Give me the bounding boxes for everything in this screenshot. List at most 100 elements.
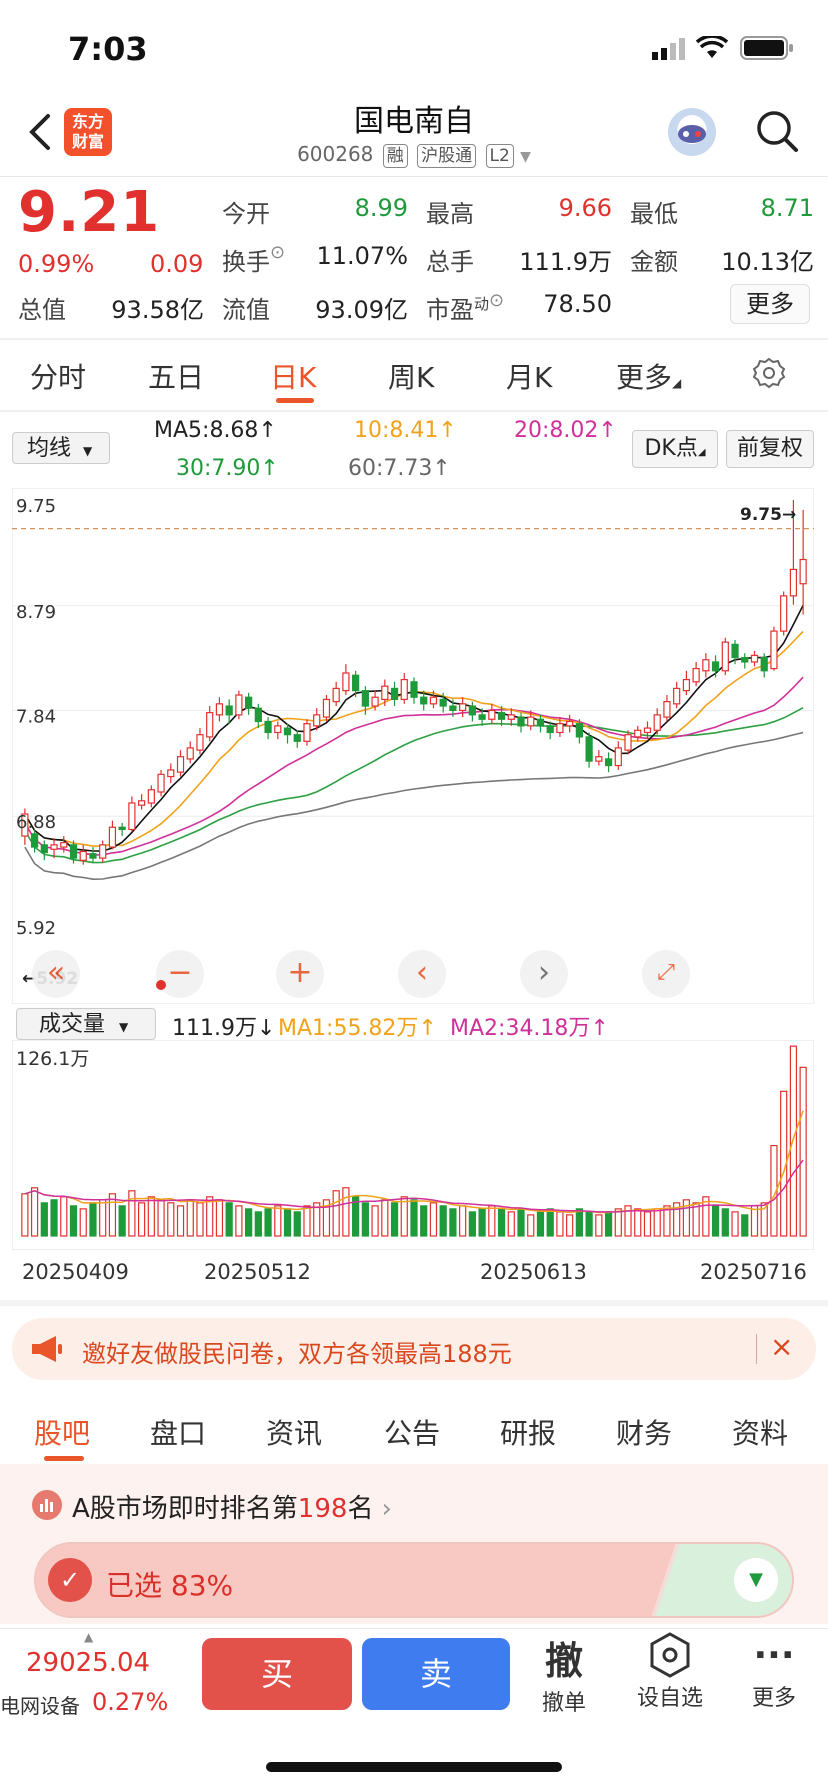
volume-ma2: MA2:34.18万↑	[450, 1016, 609, 1041]
volume-bar	[478, 1208, 486, 1237]
volume-bar	[332, 1190, 340, 1237]
ma10-value: 10:8.41↑	[354, 418, 457, 443]
volume-bar	[614, 1208, 622, 1237]
candle	[507, 708, 515, 726]
volume-bar	[400, 1196, 408, 1237]
rewind-icon: «	[46, 955, 66, 990]
divider	[0, 410, 828, 412]
stock-code-line[interactable]: 600268 融 沪股通 L2 ▼	[0, 142, 828, 168]
candle	[721, 637, 729, 676]
tab-monthly-k[interactable]: 月K	[506, 361, 553, 394]
more-actions-button[interactable]: ··· 更多	[734, 1632, 814, 1712]
active-tab-indicator	[44, 1456, 84, 1461]
next-button[interactable]: ›	[520, 950, 568, 998]
close-icon: ×	[770, 1330, 794, 1363]
volume-bar	[429, 1202, 438, 1237]
sector-index-value[interactable]: 29025.04	[26, 1648, 151, 1678]
search-button[interactable]	[754, 108, 800, 154]
candle	[643, 721, 652, 740]
prev-button[interactable]: ‹	[398, 950, 446, 998]
kline-chart[interactable]: 9.758.797.846.885.929.75→←5.92	[12, 488, 814, 1004]
divider	[0, 1628, 828, 1629]
volume-selector[interactable]: 成交量 ▼	[16, 1008, 156, 1040]
tab-daily-k[interactable]: 日K	[270, 361, 317, 394]
vote-bar[interactable]	[34, 1542, 794, 1618]
candle	[663, 695, 671, 722]
volume-chart[interactable]	[12, 1040, 814, 1250]
volume-bar	[69, 1205, 78, 1237]
app-logo[interactable]: 东方 财富	[64, 108, 112, 156]
cancel-order-button[interactable]: 撤 撤单	[524, 1630, 604, 1717]
volume-bar	[50, 1199, 58, 1237]
candle	[128, 796, 136, 832]
amount-value: 10.13亿	[721, 248, 814, 276]
tab-profile[interactable]: 资料	[732, 1417, 789, 1450]
add-watchlist-button[interactable]: 设自选	[630, 1632, 710, 1712]
volume-bar	[303, 1205, 311, 1237]
date-label: 20250613	[480, 1260, 587, 1284]
divider	[756, 1334, 757, 1364]
rank-number: 198	[297, 1494, 348, 1524]
vote-label: 已选 83%	[106, 1569, 234, 1602]
tab-intraday[interactable]: 分时	[30, 361, 87, 394]
tab-announcements[interactable]: 公告	[384, 1417, 441, 1450]
logo-line2: 财富	[71, 132, 104, 151]
close-banner-button[interactable]: ×	[770, 1330, 793, 1363]
ranking-text[interactable]: A股市场即时排名第198名 ›	[72, 1494, 392, 1524]
zoom-out-button[interactable]: −	[156, 950, 204, 998]
caret-down-icon: ▼	[83, 444, 93, 458]
buy-button[interactable]: 买	[202, 1638, 352, 1710]
candle	[390, 681, 399, 707]
candle	[780, 591, 788, 636]
volume-ma-line	[24, 1159, 804, 1213]
volume-bar	[30, 1187, 39, 1237]
candle	[108, 820, 117, 850]
invite-text: 邀好友做股民问卷，双方各领最高188元	[82, 1340, 512, 1368]
price-adjust-button[interactable]: 前复权	[726, 430, 814, 468]
volume-value: 111.9万	[519, 248, 612, 276]
back-button[interactable]	[22, 108, 58, 156]
y-axis-label: 5.92	[16, 918, 56, 939]
volume-bar	[682, 1199, 691, 1237]
rewind-button[interactable]: «	[32, 950, 80, 998]
dk-point-button[interactable]: DK点◢	[632, 430, 718, 468]
candle	[760, 653, 768, 678]
volume-bar	[799, 1066, 807, 1237]
caret-down-icon: ▼	[119, 1020, 129, 1034]
tab-forum[interactable]: 股吧	[34, 1417, 91, 1450]
date-label: 20250409	[22, 1260, 129, 1284]
candle	[206, 706, 214, 742]
volume-bar	[702, 1196, 710, 1237]
high-value: 9.66	[558, 194, 612, 222]
volume-bar	[381, 1199, 389, 1237]
candle	[488, 703, 496, 724]
tab-order-book[interactable]: 盘口	[150, 1417, 207, 1450]
tab-five-day[interactable]: 五日	[148, 361, 205, 394]
candle	[536, 714, 545, 733]
invite-banner[interactable]	[12, 1318, 816, 1380]
candle	[264, 717, 272, 740]
zoom-in-button[interactable]: +	[276, 950, 324, 998]
tab-finance[interactable]: 财务	[616, 1417, 673, 1450]
tab-weekly-k[interactable]: 周K	[388, 361, 435, 394]
volume-bar	[157, 1199, 165, 1237]
tab-more[interactable]: 更多◢	[616, 361, 682, 394]
ma-selector[interactable]: 均线 ▼	[12, 432, 110, 464]
candle	[702, 653, 710, 678]
pe-label[interactable]: 市盈动⊙	[426, 290, 505, 324]
settings-button[interactable]	[752, 356, 786, 394]
home-indicator[interactable]	[266, 1762, 562, 1772]
ma-line	[24, 731, 804, 881]
plus-icon: +	[287, 955, 313, 990]
vote-down-button[interactable]: ▼	[734, 1558, 778, 1602]
expand-button[interactable]: ⤢	[642, 950, 690, 998]
tab-news[interactable]: 资讯	[266, 1417, 323, 1450]
minus-icon: −	[167, 955, 193, 990]
more-quote-button[interactable]: 更多	[730, 284, 810, 324]
tab-research[interactable]: 研报	[500, 1417, 557, 1450]
y-axis-label: 6.88	[16, 812, 56, 833]
sell-button[interactable]: 卖	[362, 1638, 510, 1710]
candle	[459, 697, 467, 718]
turnover-label[interactable]: 换手⊙	[222, 242, 286, 276]
robot-avatar[interactable]	[668, 108, 716, 156]
